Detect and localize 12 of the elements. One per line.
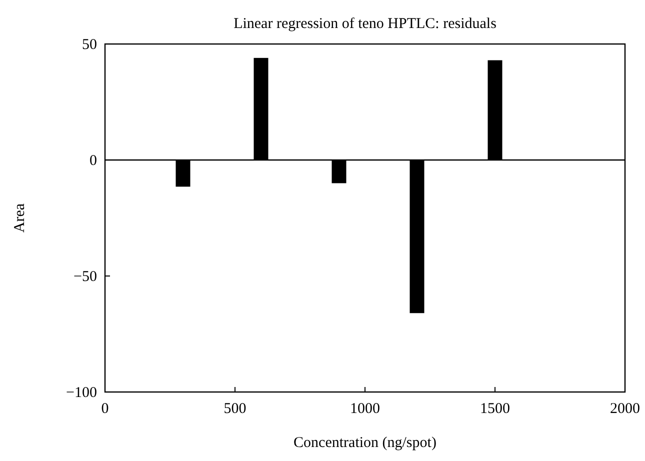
y-tick-label: −100: [66, 385, 97, 401]
y-tick-label: 0: [90, 153, 97, 169]
y-tick-label: −50: [74, 269, 97, 285]
x-tick-label: 500: [224, 401, 246, 417]
x-tick-label: 2000: [610, 401, 640, 417]
y-axis-title: Area: [12, 203, 28, 233]
x-axis-title: Concentration (ng/spot): [294, 435, 436, 451]
x-tick-label: 1500: [480, 401, 510, 417]
chart-title: Linear regression of teno HPTLC: residuals: [234, 16, 497, 32]
y-tick-label: 50: [82, 37, 97, 53]
x-tick-label: 1000: [350, 401, 380, 417]
x-tick-label: 0: [101, 401, 109, 417]
